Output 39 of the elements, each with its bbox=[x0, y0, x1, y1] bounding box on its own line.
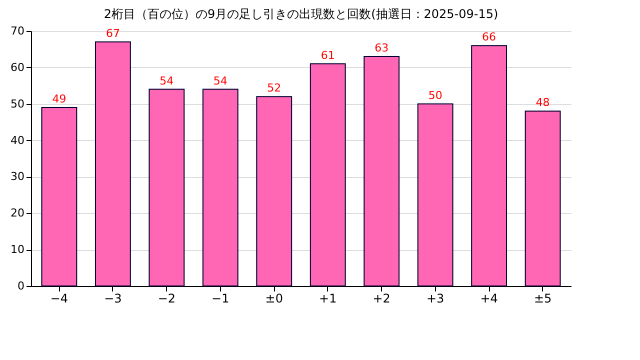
y-tick-label: 70 bbox=[10, 24, 24, 38]
x-tick-label: −1 bbox=[212, 292, 230, 306]
y-tick-label: 10 bbox=[10, 243, 24, 256]
x-tick-label: −3 bbox=[104, 292, 122, 306]
y-tick-label: 0 bbox=[18, 280, 24, 292]
bar bbox=[310, 63, 346, 286]
data-label: 61 bbox=[320, 48, 335, 62]
data-label: 49 bbox=[52, 92, 66, 106]
bar bbox=[94, 41, 131, 286]
x-tick-label: +1 bbox=[319, 292, 337, 306]
y-tick-label: 20 bbox=[10, 206, 24, 220]
bar bbox=[256, 96, 292, 286]
bar bbox=[202, 88, 238, 286]
x-tick-label: −4 bbox=[50, 292, 68, 306]
x-tick-label: +2 bbox=[372, 292, 390, 306]
data-label: 52 bbox=[267, 82, 282, 95]
bar bbox=[148, 88, 185, 286]
chart-title: 2桁目（百の位）の9月の足し引きの出現数と回数(抽選日：2025-09-15) bbox=[104, 7, 498, 21]
y-tick-label: 50 bbox=[10, 97, 24, 110]
data-label: 66 bbox=[482, 30, 496, 44]
x-tick-label: ±5 bbox=[534, 292, 552, 306]
y-tick-label: 30 bbox=[10, 170, 24, 184]
data-label: 48 bbox=[536, 96, 550, 110]
bar bbox=[41, 107, 78, 286]
bar bbox=[417, 103, 454, 286]
y-tick-label: 60 bbox=[10, 60, 24, 74]
x-tick-label: +4 bbox=[480, 292, 498, 306]
bar bbox=[524, 110, 561, 286]
y-tick-label: 40 bbox=[10, 134, 24, 147]
bar bbox=[364, 56, 400, 286]
x-tick-label: +3 bbox=[426, 292, 444, 306]
data-label: 63 bbox=[374, 42, 389, 54]
data-label: 54 bbox=[160, 74, 174, 88]
bar bbox=[471, 45, 508, 286]
data-label: 50 bbox=[428, 88, 442, 102]
x-tick-label: −2 bbox=[158, 292, 176, 306]
data-label: 67 bbox=[106, 26, 120, 40]
x-tick-label: ±0 bbox=[265, 292, 283, 306]
data-label: 54 bbox=[213, 74, 228, 88]
